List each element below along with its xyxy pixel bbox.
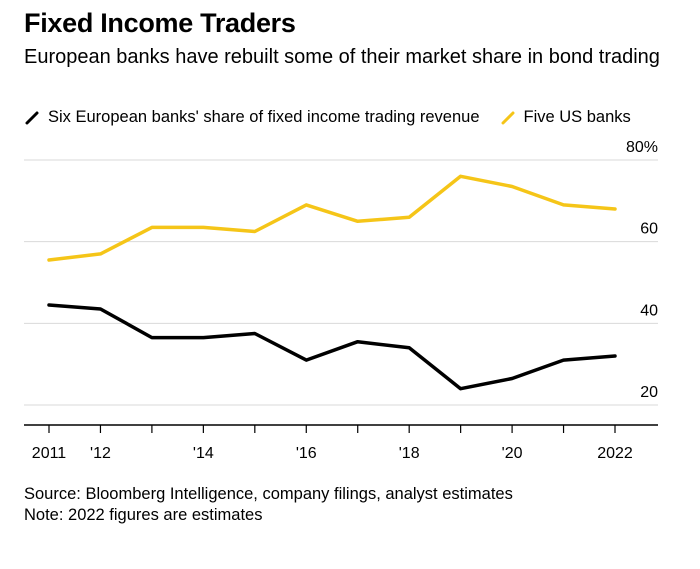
series-line-us xyxy=(47,174,617,262)
estimate-note: Note: 2022 figures are estimates xyxy=(24,506,263,524)
series-line-european xyxy=(47,303,617,391)
source-note: Source: Bloomberg Intelligence, company … xyxy=(24,485,513,503)
gridlines xyxy=(24,159,658,406)
x-tick-label: '12 xyxy=(90,445,111,462)
y-tick-labels: 20 40 60 80% xyxy=(626,139,658,401)
legend-item-european: Six European banks' share of fixed incom… xyxy=(24,108,480,127)
x-tick-label: '20 xyxy=(502,445,523,462)
chart-subtitle: European banks have rebuilt some of thei… xyxy=(24,46,660,68)
x-tick-label: 2011 xyxy=(32,445,67,462)
legend-label-us: Five US banks xyxy=(523,108,631,126)
x-tick-label: '14 xyxy=(193,445,214,462)
legend-swatch-us xyxy=(501,111,514,124)
series-lines xyxy=(47,174,617,391)
line-chart: 2011 '12 '14 '16 '18 '20 2022 20 40 60 80% xyxy=(24,139,658,462)
x-tick-label: '16 xyxy=(296,445,317,462)
y-tick-label: 80% xyxy=(626,139,658,156)
footer: Source: Bloomberg Intelligence, company … xyxy=(24,484,513,526)
x-axis xyxy=(24,424,658,433)
legend-item-us: Five US banks xyxy=(500,108,631,127)
y-tick-label: 60 xyxy=(640,221,658,238)
x-tick-labels: 2011 '12 '14 '16 '18 '20 2022 xyxy=(32,445,633,462)
x-tick-label: '18 xyxy=(399,445,420,462)
x-tick-label: 2022 xyxy=(597,445,633,462)
legend-swatch-european xyxy=(25,111,39,124)
y-tick-label: 20 xyxy=(640,384,658,401)
legend-label-european: Six European banks' share of fixed incom… xyxy=(48,108,480,126)
legend: Six European banks' share of fixed incom… xyxy=(24,108,651,127)
y-tick-label: 40 xyxy=(640,302,658,319)
chart-title: Fixed Income Traders xyxy=(24,8,296,38)
